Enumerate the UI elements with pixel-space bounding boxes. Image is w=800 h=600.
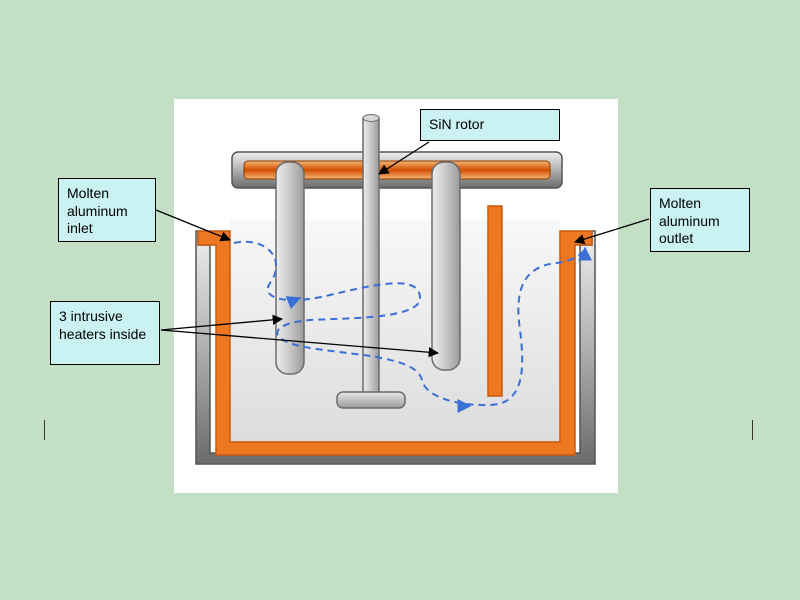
schematic-svg [0, 0, 800, 600]
label-rotor-text: SiN rotor [429, 116, 484, 132]
rotor-shaft-top [363, 115, 379, 122]
rotor-disk [337, 392, 405, 408]
label-outlet-text: Molten aluminum outlet [659, 195, 720, 246]
label-heaters-text: 3 intrusive heaters inside [59, 308, 146, 342]
label-inlet-text: Molten aluminum inlet [67, 185, 128, 236]
heater-left [276, 162, 304, 374]
label-inlet: Molten aluminum inlet [58, 178, 156, 242]
stage: SiN rotor Molten aluminum inlet 3 intrus… [0, 0, 800, 600]
heater-right [432, 162, 460, 370]
arrow-inlet [156, 210, 230, 240]
rotor-shaft [363, 118, 379, 396]
label-heaters: 3 intrusive heaters inside [50, 301, 160, 365]
baffle [488, 206, 502, 396]
label-rotor: SiN rotor [420, 109, 560, 141]
label-outlet: Molten aluminum outlet [650, 188, 750, 252]
